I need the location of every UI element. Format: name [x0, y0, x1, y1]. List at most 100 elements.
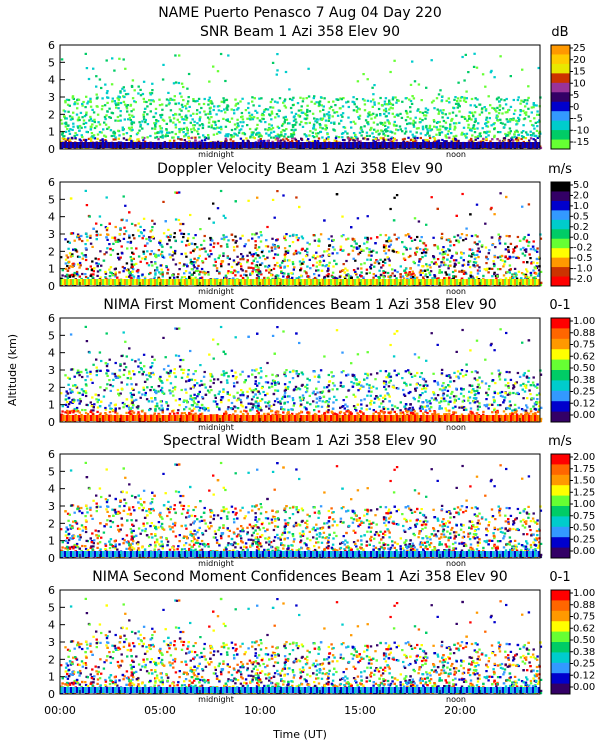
heatmap-cell	[422, 128, 424, 130]
heatmap-cell	[472, 142, 474, 148]
heatmap-cell	[476, 204, 478, 206]
heatmap-cell	[534, 135, 536, 137]
heatmap-cell	[382, 124, 384, 126]
heatmap-cell	[197, 270, 199, 272]
heatmap-cell	[194, 234, 196, 236]
heatmap-cell	[139, 89, 141, 91]
heatmap-cell	[245, 274, 247, 276]
heatmap-cell	[297, 102, 299, 104]
colorbar-tick-label: -10	[573, 125, 589, 136]
heatmap-cell	[409, 122, 411, 124]
heatmap-cell	[437, 246, 439, 248]
heatmap-cell	[254, 97, 256, 99]
heatmap-cell	[403, 258, 405, 260]
colorbar-tick-label: 25	[573, 43, 586, 54]
heatmap-cell	[227, 257, 229, 259]
heatmap-cell	[197, 133, 199, 135]
heatmap-cell	[382, 261, 384, 263]
heatmap-cell	[294, 142, 296, 148]
heatmap-cell	[514, 136, 516, 138]
heatmap-cell	[498, 239, 500, 241]
heatmap-cell	[126, 142, 128, 148]
heatmap-cell	[468, 118, 470, 120]
heatmap-cell	[470, 118, 472, 120]
heatmap-cell	[166, 142, 168, 148]
heatmap-cell	[444, 253, 446, 255]
heatmap-cell	[532, 125, 534, 127]
heatmap-cell	[344, 142, 346, 148]
heatmap-cell	[514, 246, 516, 248]
heatmap-cell	[428, 272, 430, 274]
heatmap-cell	[453, 265, 455, 267]
heatmap-cell	[186, 265, 188, 267]
heatmap-cell	[267, 129, 269, 131]
heatmap-cell	[380, 129, 382, 131]
heatmap-cell	[360, 263, 362, 265]
heatmap-cell	[227, 133, 229, 135]
heatmap-cell	[150, 110, 152, 112]
heatmap-cell	[291, 129, 293, 131]
heatmap-cell	[517, 236, 519, 238]
heatmap-cell	[384, 122, 386, 124]
heatmap-cell	[191, 268, 193, 270]
heatmap-cell	[222, 252, 224, 254]
heatmap-cell	[328, 101, 330, 103]
heatmap-cell	[380, 137, 382, 139]
heatmap-cell	[131, 129, 133, 131]
heatmap-cell	[97, 121, 99, 123]
heatmap-cell	[234, 236, 236, 238]
heatmap-cell	[404, 132, 406, 134]
heatmap-cell	[62, 269, 64, 271]
heatmap-cell	[471, 249, 473, 251]
heatmap-cell	[106, 196, 108, 198]
heatmap-cell	[134, 89, 136, 91]
heatmap-cell	[361, 131, 363, 133]
heatmap-cell	[254, 137, 256, 139]
colorbar-swatch	[551, 45, 570, 55]
heatmap-cell	[359, 245, 361, 247]
heatmap-cell	[67, 270, 69, 272]
heatmap-cell	[329, 107, 331, 109]
heatmap-cell	[474, 136, 476, 138]
heatmap-cell	[91, 269, 93, 271]
heatmap-cell	[305, 122, 307, 124]
heatmap-cell	[196, 113, 198, 115]
heatmap-cell	[491, 236, 493, 238]
heatmap-cell	[442, 126, 444, 128]
heatmap-cell	[127, 104, 129, 106]
heatmap-cell	[464, 142, 466, 148]
heatmap-cell	[526, 240, 528, 242]
heatmap-cell	[90, 275, 92, 277]
heatmap-cell	[306, 109, 308, 111]
heatmap-cell	[536, 247, 538, 249]
heatmap-cell	[372, 99, 374, 101]
heatmap-cell	[330, 122, 332, 124]
heatmap-cell	[132, 142, 134, 148]
heatmap-cell	[222, 118, 224, 120]
heatmap-cell	[447, 117, 449, 119]
heatmap-cell	[148, 142, 150, 148]
heatmap-cell	[105, 114, 107, 116]
heatmap-cell	[463, 116, 465, 118]
heatmap-cell	[162, 275, 164, 277]
heatmap-cell	[196, 142, 198, 148]
heatmap-cell	[439, 269, 441, 271]
heatmap-cell	[314, 120, 316, 122]
heatmap-cell	[233, 112, 235, 114]
heatmap-cell	[284, 142, 286, 148]
heatmap-cell	[307, 138, 309, 140]
heatmap-cell	[154, 277, 156, 279]
heatmap-cell	[406, 123, 408, 125]
heatmap-cell	[360, 134, 362, 136]
heatmap-cell	[461, 56, 463, 58]
heatmap-cell	[337, 115, 339, 117]
heatmap-cell	[300, 121, 302, 123]
heatmap-cell	[154, 137, 156, 139]
heatmap-cell	[212, 203, 214, 205]
heatmap-cell	[479, 114, 481, 116]
heatmap-cell	[393, 219, 395, 221]
heatmap-cell	[207, 104, 209, 106]
heatmap-cell	[535, 122, 537, 124]
heatmap-cell	[502, 265, 504, 267]
heatmap-cell	[499, 55, 501, 57]
